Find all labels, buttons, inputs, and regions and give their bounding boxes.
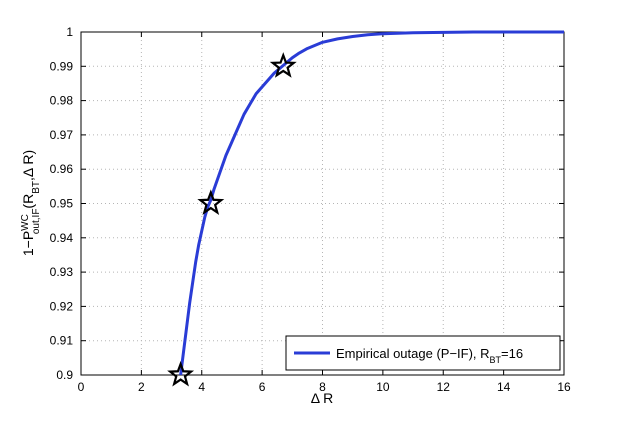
star-marker-0: [167, 360, 195, 387]
star-marker-2: [269, 52, 297, 78]
y-axis-label: 1−PWCout,IF(RBT,Δ R): [20, 150, 42, 256]
x-tick-label: 10: [376, 380, 390, 394]
y-label-sup: WC: [20, 214, 31, 231]
series-line-0: [179, 30, 564, 376]
y-label-rest: ,Δ R): [20, 150, 36, 181]
y-tick-label: 0.92: [50, 299, 74, 313]
x-tick-label: 14: [497, 380, 511, 394]
legend: Empirical outage (P−IF), RBT=16: [285, 335, 561, 371]
x-tick-label: 12: [437, 380, 451, 394]
legend-label-sub: BT: [490, 355, 502, 365]
x-tick-label: 0: [78, 380, 85, 394]
legend-entry-label: Empirical outage (P−IF), RBT=16: [336, 346, 523, 365]
x-tick-label: 8: [319, 380, 326, 394]
y-tick-label: 0.98: [50, 94, 74, 108]
y-tick-label: 0.91: [50, 334, 74, 348]
x-tick-label: 4: [198, 380, 205, 394]
y-label-sub: out,IF: [31, 209, 42, 235]
x-tick-labels: 0 2 4 6 8 10 12 14 16: [78, 380, 571, 394]
x-axis-label: Δ R: [311, 390, 334, 406]
y-tick-label: 0.9: [56, 368, 73, 382]
legend-box: [285, 335, 561, 371]
y-tick-label: 0.95: [50, 197, 74, 211]
y-label-prefix: 1−P: [20, 231, 36, 256]
y-tick-label: 0.93: [50, 265, 74, 279]
y-tick-label: 0.96: [50, 162, 74, 176]
x-tick-label: 6: [259, 380, 266, 394]
marker-layer: [167, 52, 297, 387]
star-marker-1: [197, 189, 225, 215]
legend-label-main: Empirical outage (P−IF), R: [336, 346, 490, 361]
x-tick-label: 2: [138, 380, 145, 394]
y-label-open: (R: [20, 194, 36, 209]
x-tick-label: 16: [557, 380, 571, 394]
y-label-sub2: BT: [31, 181, 42, 194]
y-tick-label: 0.97: [50, 128, 74, 142]
y-tick-labels: 0.9 0.91 0.92 0.93 0.94 0.95 0.96 0.97 0.98 0.99 1: [50, 25, 74, 382]
legend-label-rest: =16: [501, 346, 523, 361]
grid: [81, 32, 564, 375]
y-tick-label: 0.99: [50, 59, 74, 73]
y-tick-label: 1: [66, 25, 73, 39]
series-layer: [179, 30, 564, 376]
y-tick-label: 0.94: [50, 231, 74, 245]
